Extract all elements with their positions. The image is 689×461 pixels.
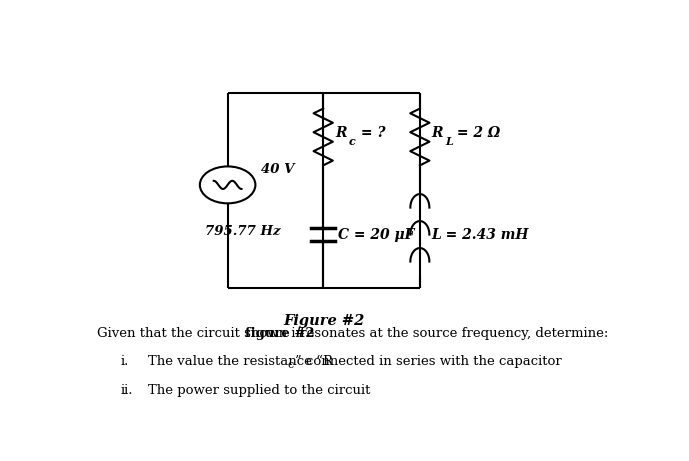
Text: c: c [349, 136, 355, 147]
Text: L = 2.43 mH: L = 2.43 mH [431, 228, 529, 242]
Text: The value the resistance “R: The value the resistance “R [147, 355, 333, 368]
Text: ” connected in series with the capacitor: ” connected in series with the capacitor [295, 355, 562, 368]
Text: i.: i. [121, 355, 130, 368]
Text: L: L [445, 136, 453, 147]
Text: 40 V: 40 V [260, 163, 294, 176]
Text: 795.77 Hz: 795.77 Hz [205, 225, 280, 237]
Text: = 2 Ω: = 2 Ω [453, 126, 501, 141]
Text: R: R [335, 126, 347, 141]
Text: C = 20 μF: C = 20 μF [338, 228, 415, 242]
Ellipse shape [200, 166, 256, 203]
Text: = ?: = ? [356, 126, 385, 141]
Text: Figure #2: Figure #2 [283, 314, 364, 328]
Text: R: R [431, 126, 443, 141]
Text: resonates at the source frequency, determine:: resonates at the source frequency, deter… [296, 327, 608, 340]
Text: figure #2: figure #2 [245, 327, 315, 340]
Text: ii.: ii. [121, 384, 134, 396]
Text: c: c [288, 360, 294, 370]
Text: The power supplied to the circuit: The power supplied to the circuit [147, 384, 370, 396]
Text: Given that the circuit shown in: Given that the circuit shown in [96, 327, 308, 340]
